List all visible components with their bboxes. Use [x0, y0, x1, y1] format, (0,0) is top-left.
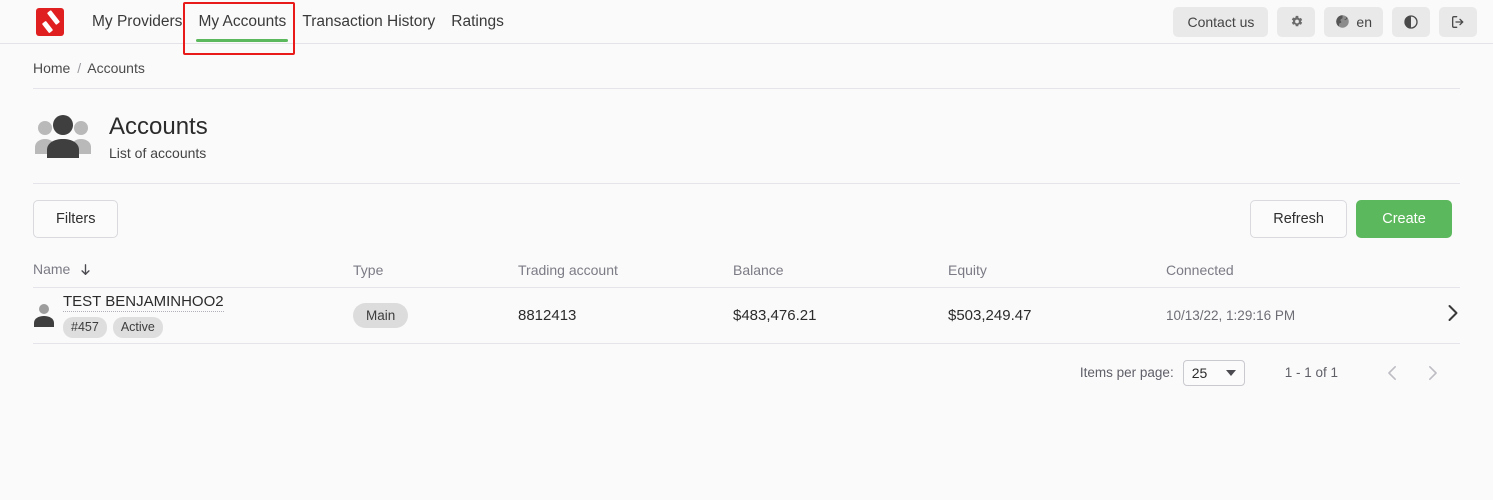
nav-item-my-accounts[interactable]: My Accounts: [190, 0, 294, 44]
page-header-divider: [33, 182, 1460, 184]
gear-icon: [1289, 14, 1304, 29]
column-header-name[interactable]: Name: [33, 261, 353, 279]
name-cell-content: TEST BENJAMINHOO2 #457 Active: [33, 293, 353, 338]
breadcrumb-accounts[interactable]: Accounts: [87, 60, 145, 76]
top-navigation-bar: My Providers My Accounts Transaction His…: [0, 0, 1493, 55]
chevron-right-icon: [1427, 365, 1438, 381]
globe-icon: [1335, 14, 1350, 29]
user-avatar-icon: [33, 302, 55, 328]
table-paginator: Items per page: 25 1 - 1 of 1: [0, 344, 1493, 390]
next-page-button[interactable]: [1412, 356, 1452, 390]
table-row[interactable]: TEST BENJAMINHOO2 #457 Active Main 88124…: [33, 288, 1460, 344]
column-header-type[interactable]: Type: [353, 262, 384, 279]
chevron-right-icon: [1445, 305, 1460, 326]
breadcrumb-home[interactable]: Home: [33, 60, 71, 76]
cell-equity: $503,249.47: [948, 306, 1032, 324]
create-button[interactable]: Create: [1356, 199, 1452, 238]
items-per-page-label: Items per page:: [1079, 365, 1174, 381]
row-details-button[interactable]: [1424, 304, 1460, 326]
table-header-row: Name Type Trading account Balance Equity…: [33, 254, 1460, 288]
logout-icon: [1450, 14, 1466, 30]
account-name-link[interactable]: TEST BENJAMINHOO2: [63, 293, 224, 313]
page-title: Accounts: [109, 113, 208, 140]
cell-connected: 10/13/22, 1:29:16 PM: [1166, 307, 1296, 323]
breadcrumb-divider: [33, 88, 1460, 89]
items-per-page-value: 25: [1191, 364, 1208, 381]
name-and-badges: TEST BENJAMINHOO2 #457 Active: [63, 293, 224, 338]
page-subtitle: List of accounts: [109, 144, 207, 161]
status-badge: Active: [112, 317, 163, 338]
page-header-text: Accounts List of accounts: [109, 113, 208, 161]
refresh-button[interactable]: Refresh: [1250, 199, 1347, 238]
nav-item-my-providers[interactable]: My Providers: [92, 12, 183, 30]
column-header-balance[interactable]: Balance: [733, 262, 784, 279]
account-id-badge: #457: [63, 317, 107, 338]
filters-button[interactable]: Filters: [33, 199, 119, 238]
column-header-connected[interactable]: Connected: [1166, 262, 1234, 279]
app-logo[interactable]: [36, 7, 64, 36]
logo-slash-upper: [46, 9, 61, 25]
top-right-actions: Contact us en: [1173, 6, 1477, 37]
settings-button[interactable]: [1277, 6, 1316, 37]
chevron-left-icon: [1387, 365, 1398, 381]
contact-us-button[interactable]: Contact us: [1173, 6, 1269, 37]
nav-item-transaction-history[interactable]: Transaction History: [302, 12, 436, 30]
theme-toggle-button[interactable]: [1392, 6, 1430, 37]
cell-name: TEST BENJAMINHOO2 #457 Active: [33, 293, 353, 338]
language-label: en: [1356, 13, 1372, 30]
logout-button[interactable]: [1439, 6, 1477, 37]
cell-type: Main: [353, 302, 518, 328]
main-nav-links: My Providers My Accounts Transaction His…: [84, 0, 512, 44]
nav-item-ratings[interactable]: Ratings: [451, 12, 504, 30]
cell-trading-account: 8812413: [518, 306, 577, 324]
language-button[interactable]: en: [1324, 6, 1383, 37]
toolbar-right-actions: Refresh Create: [1250, 199, 1452, 238]
contrast-circle-icon: [1403, 14, 1419, 30]
items-per-page-select[interactable]: 25: [1182, 359, 1245, 386]
logo-slash-lower: [41, 20, 54, 33]
name-badges: #457 Active: [63, 317, 224, 338]
column-header-name-label: Name: [33, 261, 71, 278]
chevron-down-icon: [1225, 369, 1236, 376]
account-type-pill: Main: [353, 302, 409, 328]
column-header-trading-account[interactable]: Trading account: [518, 262, 618, 279]
page-header: Accounts List of accounts: [0, 89, 1493, 183]
table-toolbar: Filters Refresh Create: [0, 184, 1493, 254]
previous-page-button[interactable]: [1372, 356, 1412, 390]
cell-balance: $483,476.21: [733, 306, 817, 324]
accounts-table: Name Type Trading account Balance Equity…: [0, 254, 1493, 344]
breadcrumb-separator: /: [77, 60, 82, 76]
column-header-equity[interactable]: Equity: [948, 262, 987, 279]
pagination-range-label: 1 - 1 of 1: [1284, 365, 1338, 381]
people-group-icon: [33, 114, 93, 160]
breadcrumb: Home / Accounts: [0, 44, 1493, 88]
arrow-down-icon: [80, 263, 91, 279]
